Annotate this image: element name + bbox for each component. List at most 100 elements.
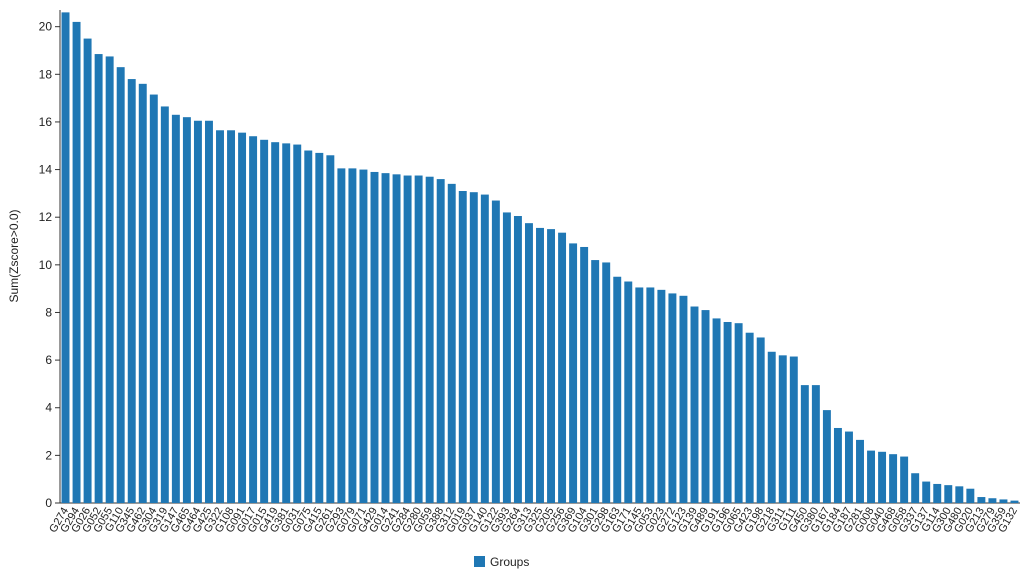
bar [558, 232, 567, 503]
bar [116, 67, 125, 503]
legend-swatch [474, 556, 485, 567]
bar [591, 260, 600, 503]
bar [304, 150, 313, 503]
bar [988, 498, 997, 503]
y-tick-label: 0 [45, 496, 52, 510]
bar [922, 481, 931, 503]
bar [646, 287, 655, 503]
bar [657, 289, 666, 503]
bar [701, 310, 710, 503]
bar [999, 499, 1008, 503]
bar [105, 56, 114, 504]
bar [723, 321, 732, 503]
bar [403, 175, 412, 503]
bar [536, 227, 544, 503]
bar [282, 143, 291, 503]
bar [182, 117, 191, 503]
bar [679, 295, 688, 503]
bar [458, 191, 467, 504]
bar [293, 144, 302, 503]
bar [778, 355, 787, 503]
bar [878, 451, 887, 503]
y-axis-label: Sum(Zscore>0.0) [7, 209, 21, 302]
bar [359, 169, 368, 503]
bar [392, 174, 401, 504]
bar [856, 439, 864, 503]
bar [524, 223, 533, 504]
bar [977, 497, 986, 503]
legend-label: Groups [490, 555, 529, 569]
bar [370, 171, 379, 503]
bar [425, 176, 434, 504]
bar [127, 79, 136, 504]
bar [513, 216, 522, 503]
bar [580, 246, 589, 503]
bar [712, 318, 721, 503]
bar [447, 183, 456, 503]
bar [690, 306, 699, 503]
bar [436, 179, 445, 503]
bar [271, 142, 280, 503]
bar [756, 337, 765, 503]
bar [502, 212, 511, 503]
bar [745, 332, 754, 503]
y-tick-label: 18 [39, 67, 53, 81]
bar [315, 152, 324, 503]
bar [171, 114, 180, 503]
bar [624, 281, 633, 503]
bar [216, 130, 224, 503]
bar [822, 410, 831, 503]
bar [83, 38, 92, 503]
bar [668, 293, 677, 503]
y-tick-label: 2 [45, 448, 52, 462]
y-tick-label: 4 [45, 401, 52, 415]
bar [469, 192, 478, 503]
bar [414, 175, 423, 503]
y-tick-label: 20 [39, 20, 53, 34]
bar [966, 488, 975, 503]
bar [260, 139, 269, 504]
bar [227, 130, 236, 503]
y-tick-label: 6 [45, 353, 52, 367]
bar [249, 136, 258, 503]
bar [381, 173, 390, 503]
bar [149, 94, 158, 503]
bar [833, 427, 842, 503]
bar [61, 12, 70, 503]
y-tick-label: 8 [45, 305, 52, 319]
bar [204, 120, 213, 504]
bar [326, 155, 335, 503]
bar [337, 168, 346, 504]
bar [955, 486, 964, 503]
bar [480, 194, 489, 503]
bar [635, 287, 644, 503]
bar [1010, 500, 1019, 503]
bar [138, 83, 147, 503]
bar [933, 483, 942, 503]
bar [800, 385, 809, 503]
bar [889, 454, 898, 503]
bar [602, 262, 611, 503]
bar [811, 385, 820, 503]
bar [944, 485, 953, 503]
bar [160, 106, 169, 504]
y-tick-label: 14 [39, 163, 53, 177]
bar [867, 450, 876, 503]
bar [844, 431, 853, 503]
bar [569, 243, 578, 503]
y-tick-label: 10 [39, 258, 53, 272]
bar [911, 473, 920, 503]
bar [547, 229, 556, 503]
bar [193, 120, 202, 504]
bar [613, 276, 622, 503]
bar [348, 168, 357, 504]
bar [94, 54, 103, 503]
bar [900, 456, 909, 503]
bar [72, 21, 81, 504]
bar [734, 323, 743, 503]
bar [491, 200, 500, 503]
bar [238, 132, 247, 503]
bar [767, 351, 776, 503]
y-tick-label: 16 [39, 115, 53, 129]
